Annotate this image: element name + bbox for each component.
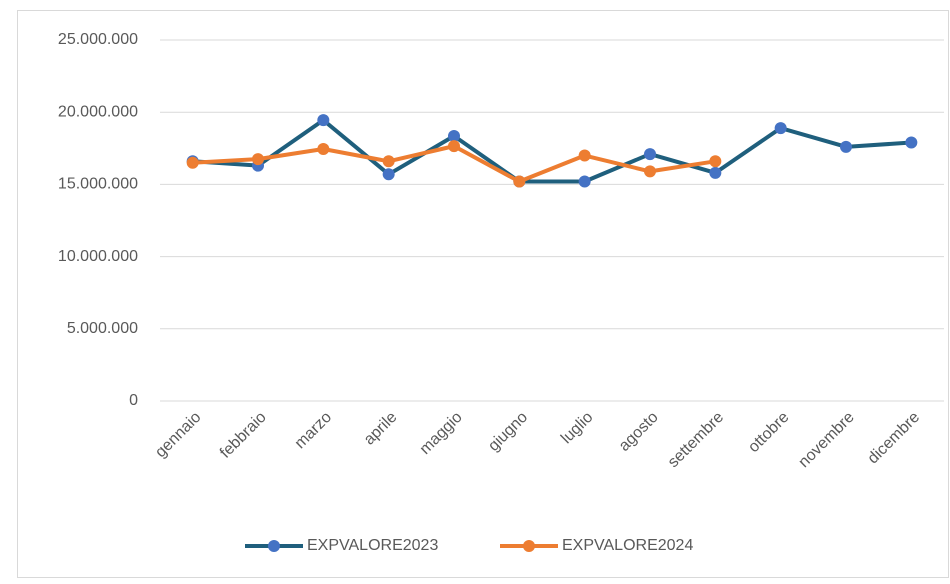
point xyxy=(252,153,264,166)
point xyxy=(840,140,852,153)
point xyxy=(709,155,722,168)
point xyxy=(578,149,591,162)
point xyxy=(448,140,460,153)
legend-label: EXPVALORE2023 xyxy=(307,537,438,554)
y-tick-label: 20.000.000 xyxy=(58,103,138,120)
point xyxy=(709,166,722,179)
y-tick-label: 5.000.000 xyxy=(67,320,138,337)
chart-border xyxy=(17,10,949,578)
point xyxy=(448,130,460,143)
series-line xyxy=(192,118,912,184)
point xyxy=(317,143,330,156)
legend-marker xyxy=(268,540,280,552)
point xyxy=(644,148,656,161)
y-tick-label: 15.000.000 xyxy=(58,176,138,193)
y-tick-label: 0 xyxy=(129,392,138,409)
point xyxy=(186,156,199,169)
point xyxy=(578,175,591,188)
point xyxy=(317,114,330,127)
legend-label: EXPVALORE2024 xyxy=(562,537,693,554)
point xyxy=(382,168,395,181)
legend-marker xyxy=(523,540,535,552)
point xyxy=(905,136,918,149)
y-tick-label: 10.000.000 xyxy=(58,248,138,265)
y-tick-label: 25.000.000 xyxy=(58,31,138,48)
point xyxy=(513,175,526,188)
point xyxy=(644,165,656,178)
point xyxy=(382,155,395,168)
point xyxy=(774,122,787,135)
